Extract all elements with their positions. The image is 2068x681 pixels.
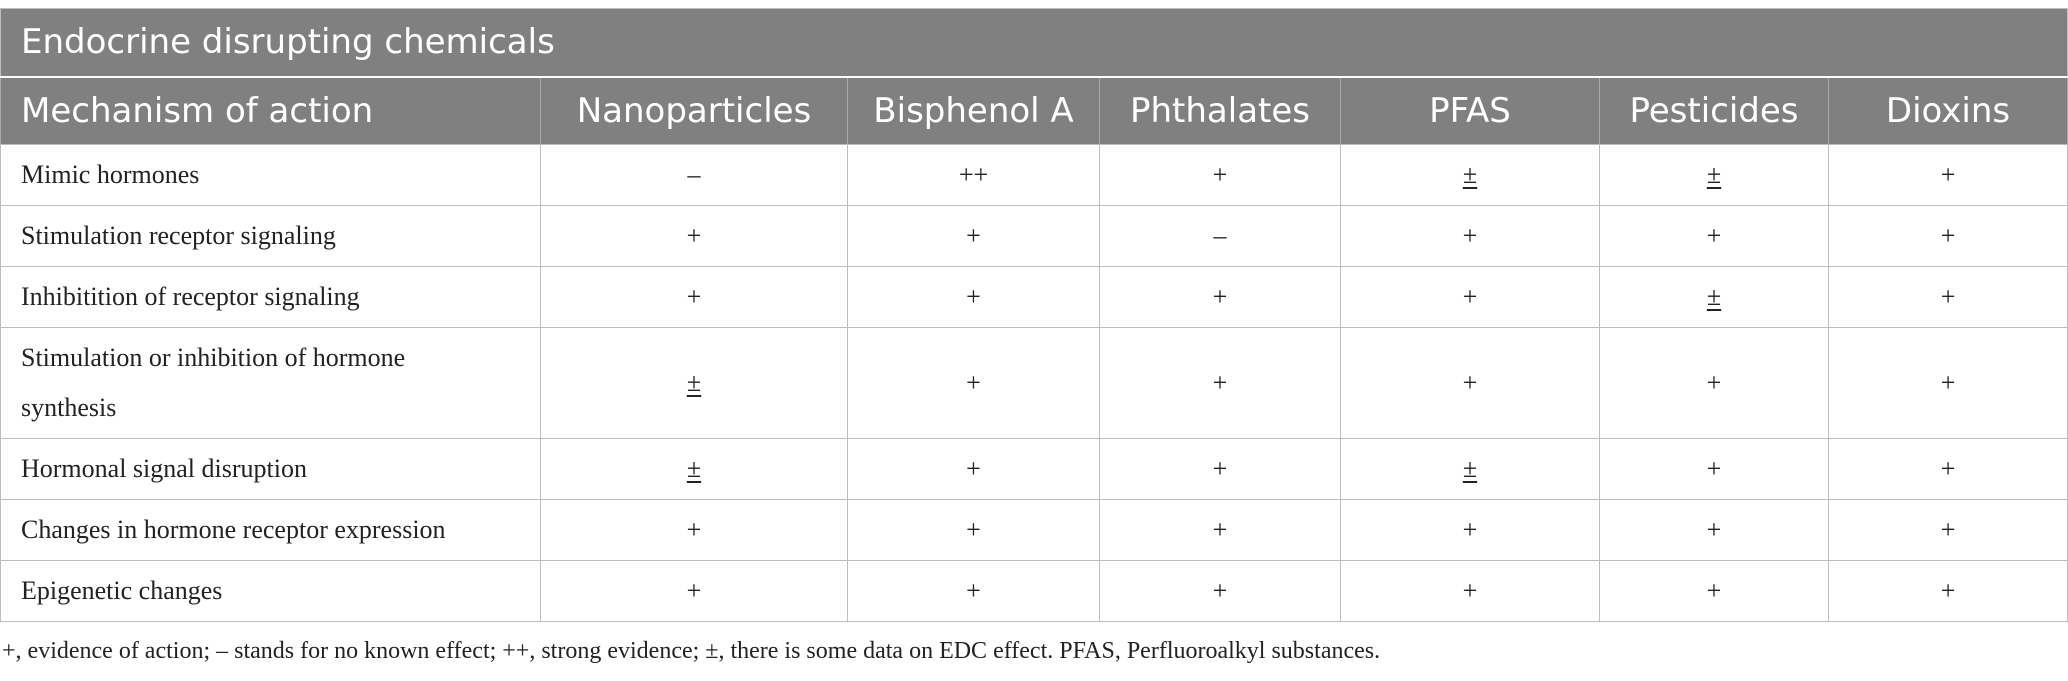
row-label: Hormonal signal disruption [0,438,541,500]
table-cell: + [1340,499,1600,561]
table-cell: ± [1340,438,1600,500]
table-row: Stimulation or inhibition of hormone syn… [0,327,2068,439]
table-cell: + [1099,560,1341,622]
table-cell: + [1599,205,1829,267]
table-body: Mimic hormones – ++ + ± ± + Stimulation … [0,144,2068,622]
table-cell: ± [540,438,848,500]
table-footnote: +, evidence of action; – stands for no k… [2,638,1381,664]
column-header-phthalates: Phthalates [1099,76,1341,145]
table-cell: + [1827,205,2068,267]
column-header-mechanism: Mechanism of action [0,76,541,145]
table-cell: ± [1599,144,1829,206]
table-cell: + [540,205,848,267]
table-row: Changes in hormone receptor expression +… [0,499,2068,561]
row-label: Epigenetic changes [0,560,541,622]
table-row: Epigenetic changes + + + + + + [0,560,2068,622]
table-cell: + [1599,327,1829,439]
table-cell: + [847,438,1100,500]
column-header-dioxins: Dioxins [1827,76,2068,145]
table-cell: + [540,560,848,622]
column-header-nanoparticles: Nanoparticles [540,76,848,145]
table-cell: ± [1599,266,1829,328]
row-label: Stimulation or inhibition of hormone syn… [0,327,541,439]
table-cell: + [1099,327,1341,439]
table-cell: + [1827,438,2068,500]
column-header-pfas: PFAS [1340,76,1600,145]
table-cell: + [1340,560,1600,622]
table-row: Hormonal signal disruption ± + + ± + + [0,438,2068,500]
table-cell: + [1099,499,1341,561]
table-cell: – [1099,205,1341,267]
table-cell: + [1099,144,1341,206]
table-cell: + [1827,144,2068,206]
table-cell: ++ [847,144,1100,206]
edc-table-container: Endocrine disrupting chemicals Mechanism… [0,8,2068,622]
table-cell: ± [1340,144,1600,206]
table-cell: + [847,327,1100,439]
table-cell: + [1340,205,1600,267]
table-row: Stimulation receptor signaling + + – + +… [0,205,2068,267]
column-header-pesticides: Pesticides [1599,76,1829,145]
table-cell: + [1599,438,1829,500]
row-label: Mimic hormones [0,144,541,206]
table-cell: ± [540,327,848,439]
edc-table: Endocrine disrupting chemicals Mechanism… [0,8,2068,622]
table-header-row: Mechanism of action Nanoparticles Bisphe… [0,76,2068,145]
row-label: Inhibitition of receptor signaling [0,266,541,328]
table-cell: + [847,560,1100,622]
table-cell: + [540,499,848,561]
table-cell: + [1099,438,1341,500]
table-cell: + [1827,560,2068,622]
table-cell: + [1827,266,2068,328]
table-cell: + [1340,327,1600,439]
table-cell: + [847,266,1100,328]
table-cell: + [1827,327,2068,439]
column-header-bisphenol-a: Bisphenol A [847,76,1100,145]
table-caption: Endocrine disrupting chemicals [0,8,2068,78]
table-caption-row: Endocrine disrupting chemicals [0,8,2068,78]
table-cell: + [1099,266,1341,328]
table-row: Mimic hormones – ++ + ± ± + [0,144,2068,206]
table-cell: + [1599,560,1829,622]
table-cell: + [847,499,1100,561]
table-cell: + [1827,499,2068,561]
table-cell: + [1340,266,1600,328]
table-cell: – [540,144,848,206]
table-cell: + [1599,499,1829,561]
table-row: Inhibitition of receptor signaling + + +… [0,266,2068,328]
row-label: Stimulation receptor signaling [0,205,541,267]
row-label: Changes in hormone receptor expression [0,499,541,561]
table-cell: + [847,205,1100,267]
table-cell: + [540,266,848,328]
